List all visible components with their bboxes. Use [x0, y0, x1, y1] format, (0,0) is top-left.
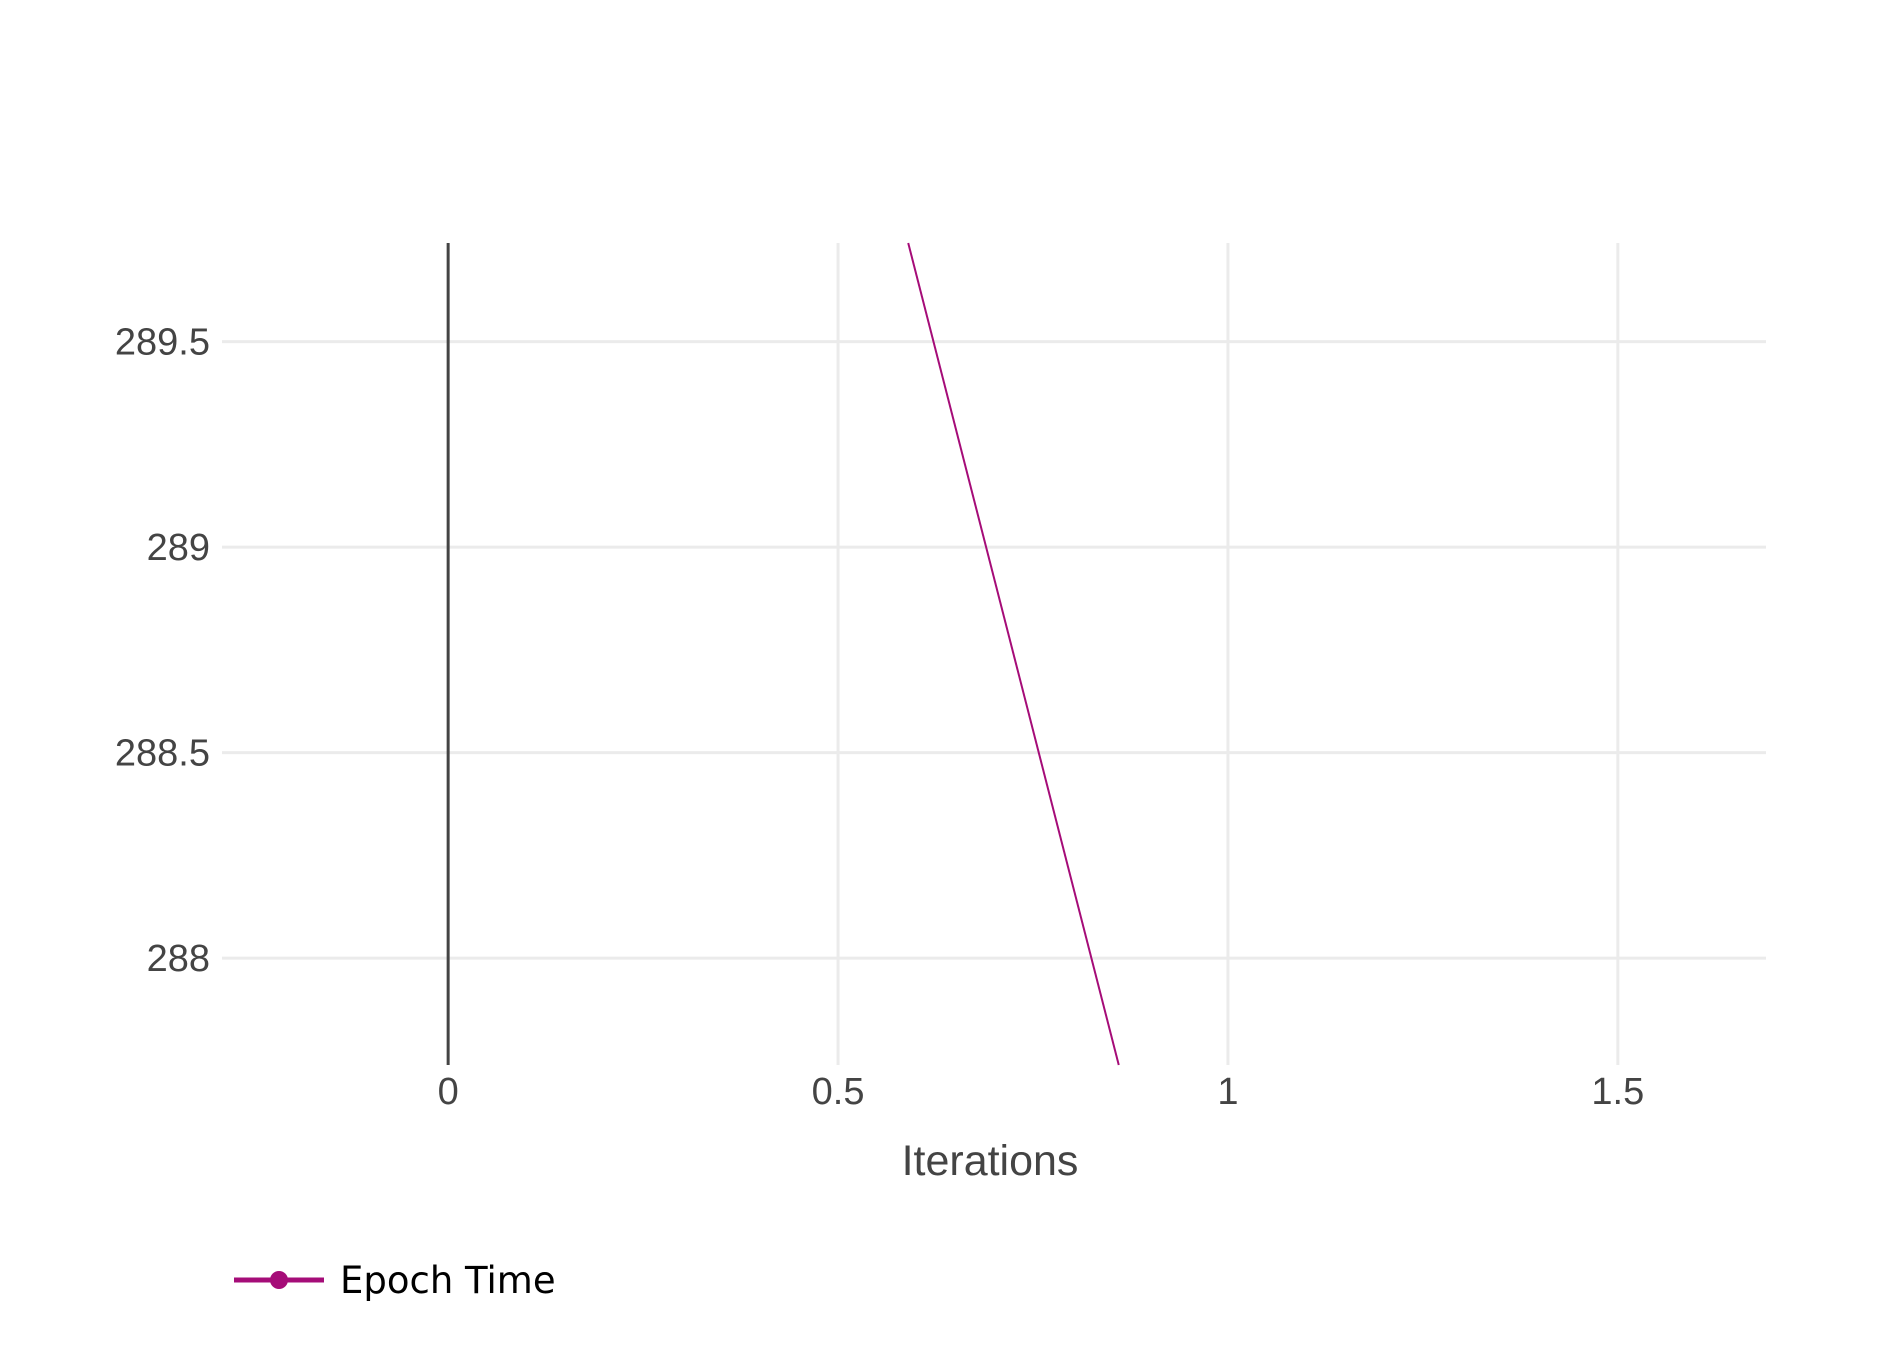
legend[interactable]: Epoch Time [234, 1259, 556, 1302]
x-tick-label: 0.5 [812, 1071, 865, 1113]
x-tick-label: 1.5 [1591, 1071, 1644, 1113]
x-tick-label: 0 [438, 1071, 459, 1113]
y-tick-label: 288 [147, 938, 210, 980]
x-tick-label: 1 [1217, 1071, 1238, 1113]
x-tick-labels: 0 0.5 1 1.5 [438, 1071, 1645, 1113]
y-tick-label: 289 [147, 527, 210, 569]
legend-marker-swatch [270, 1271, 288, 1289]
x-axis-title: Iterations [902, 1137, 1079, 1185]
y-tick-labels: 288 288.5 289 289.5 [115, 322, 210, 981]
y-tick-label: 288.5 [115, 733, 210, 775]
plot-series [907, 242, 1120, 1066]
legend-label: Epoch Time [340, 1259, 556, 1302]
y-tick-label: 289.5 [115, 322, 210, 364]
series-line-0 [907, 242, 1120, 1066]
grid-lines [222, 243, 1766, 1065]
